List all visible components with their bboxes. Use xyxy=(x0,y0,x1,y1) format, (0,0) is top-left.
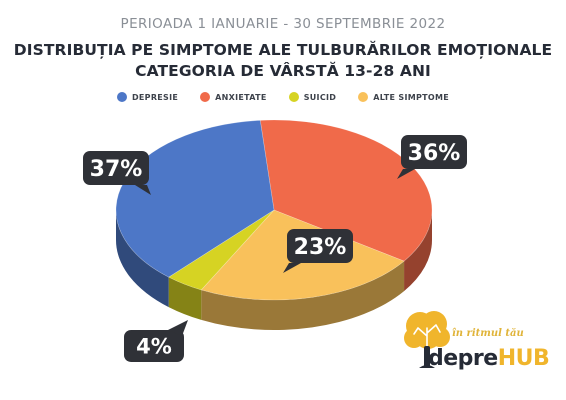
legend-swatch xyxy=(358,92,369,102)
data-label-box xyxy=(83,151,149,185)
legend-item-suicid: SUICID xyxy=(288,92,337,102)
brand-logo: în ritmul tău depreHUB xyxy=(398,306,558,386)
chart-title: DISTRIBUȚIA PE SIMPTOME ALE TULBURĂRILOR… xyxy=(13,41,553,59)
chart-title-line-2: CATEGORIA DE VÂRSTĂ 13-28 ANI xyxy=(135,62,431,80)
legend-label: ANXIETATE xyxy=(215,92,267,102)
legend-swatch xyxy=(200,92,211,102)
legend-swatch xyxy=(288,92,299,102)
data-label-alte-simptome: 23% xyxy=(283,229,353,273)
data-label-tail xyxy=(168,320,188,336)
data-label-tail xyxy=(135,185,151,195)
chart-legend: DEPRESIE ANXIETATE SUICID ALTE SIMPTOME xyxy=(0,92,566,102)
data-label-box xyxy=(401,135,467,169)
data-label-text: 36% xyxy=(408,141,461,166)
legend-swatch xyxy=(116,92,127,102)
data-label-depresie: 37% xyxy=(83,151,151,195)
brain-tree-icon xyxy=(404,311,450,368)
data-label-text: 4% xyxy=(136,335,172,359)
legend-label: SUICID xyxy=(303,92,337,102)
chart-subtitle: PERIOADA 1 IANUARIE - 30 SEPTEMBRIE 2022 xyxy=(120,16,446,32)
legend-item-anxietate: ANXIETATE xyxy=(200,92,267,102)
data-label-tail xyxy=(283,263,301,273)
pie-side-anxietate xyxy=(404,210,433,292)
legend-item-depresie: DEPRESIE xyxy=(116,92,179,102)
pie-side-walls xyxy=(116,210,433,330)
pie-side-suicid xyxy=(168,277,202,320)
brand-name-part2: HUB xyxy=(497,346,550,371)
brand-name: depreHUB xyxy=(428,346,550,371)
brand-tagline: în ritmul tău xyxy=(452,328,524,339)
legend-item-alte-simptome: ALTE SIMPTOME xyxy=(358,92,449,102)
legend-label: ALTE SIMPTOME xyxy=(373,92,450,102)
data-label-box xyxy=(287,229,353,263)
pie-side-depresie xyxy=(116,210,169,308)
legend-label: DEPRESIE xyxy=(131,92,179,102)
data-label-text: 23% xyxy=(294,235,347,260)
brand-name-part1: depre xyxy=(428,346,498,371)
pie-side-alte-simptome xyxy=(201,261,405,330)
data-label-suicid: 4% xyxy=(124,320,188,362)
data-label-anxietate: 36% xyxy=(397,135,467,179)
pie-slice-suicid xyxy=(168,209,275,291)
data-label-box xyxy=(124,330,184,362)
data-label-text: 37% xyxy=(90,157,143,182)
data-label-tail xyxy=(397,169,415,179)
